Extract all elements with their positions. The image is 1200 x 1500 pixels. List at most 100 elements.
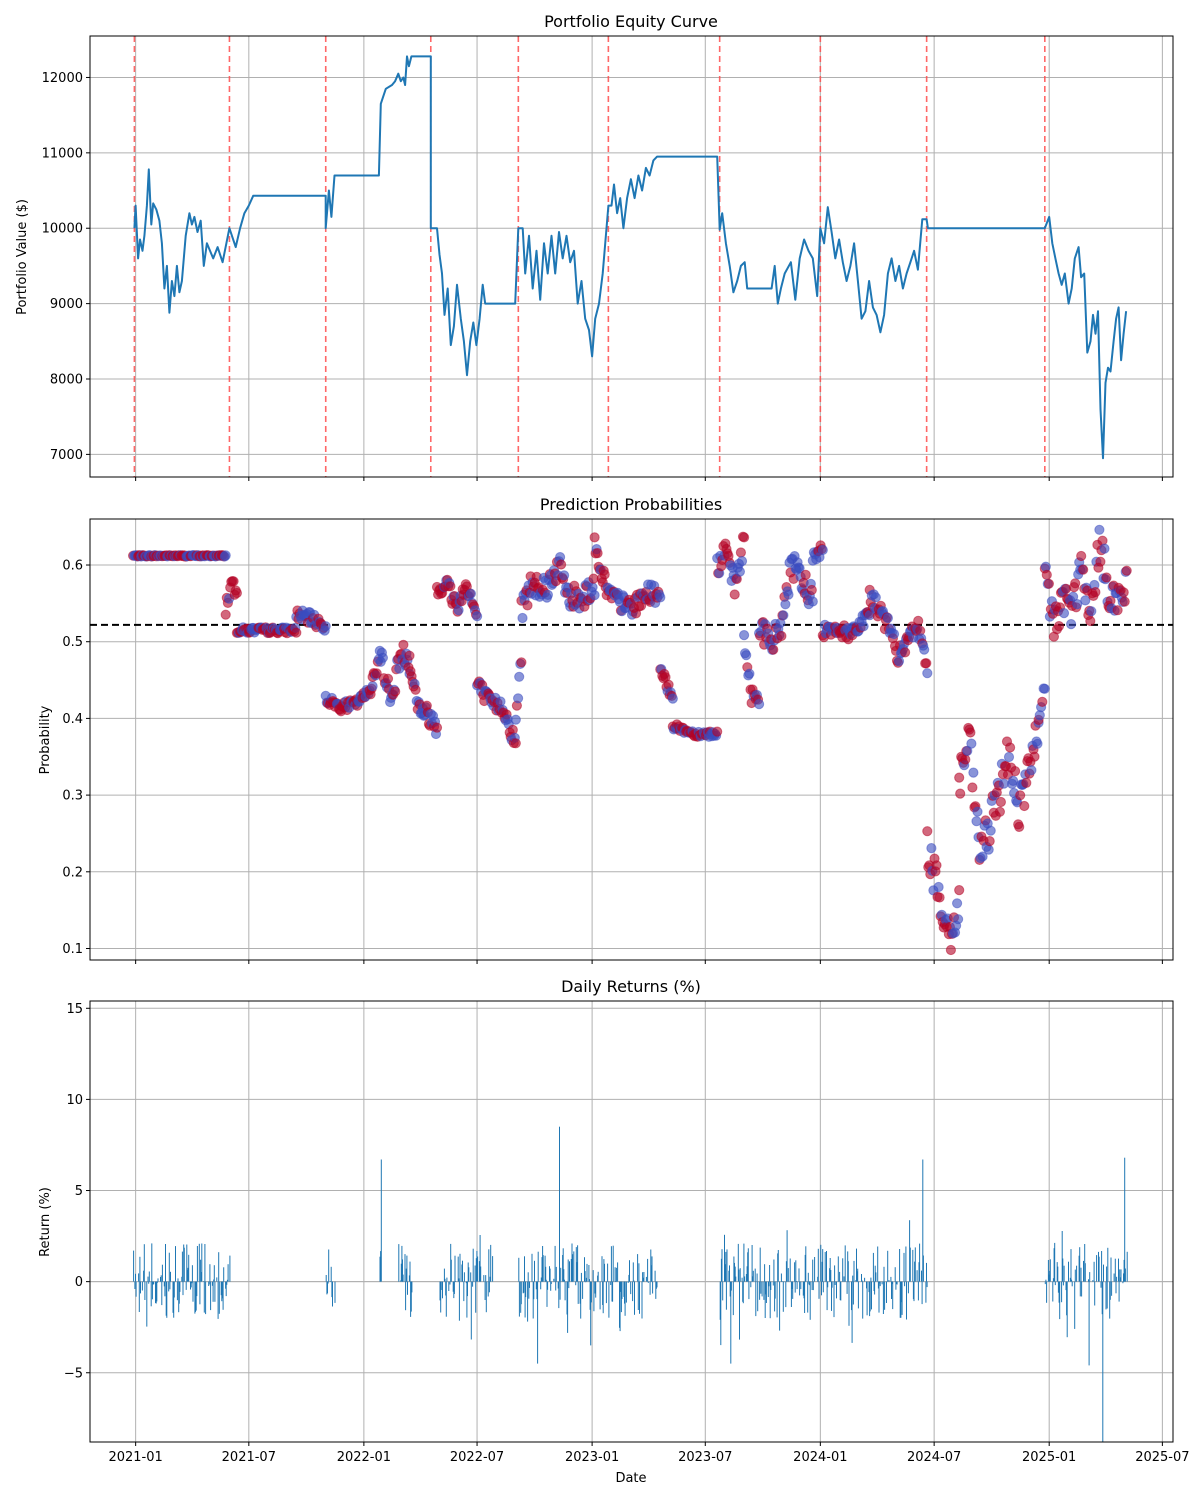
equity-series-line	[133, 55, 1128, 460]
return-bar	[721, 1249, 723, 1282]
return-bar	[448, 1281, 450, 1291]
return-bar	[785, 1281, 787, 1308]
return-bar	[1101, 1251, 1103, 1282]
return-bar	[452, 1281, 454, 1292]
probability-point	[1118, 587, 1129, 598]
return-bar	[204, 1244, 206, 1282]
return-bar	[655, 1281, 657, 1299]
probability-point	[592, 548, 603, 559]
probability-point	[735, 547, 747, 558]
return-bar	[1122, 1281, 1124, 1284]
probability-point	[516, 657, 527, 668]
return-bar	[546, 1281, 548, 1307]
return-bar	[808, 1281, 810, 1285]
return-bar	[405, 1268, 407, 1282]
probability-point	[953, 914, 964, 925]
probability-point	[599, 569, 610, 580]
return-bar	[857, 1268, 859, 1282]
return-bar	[163, 1281, 165, 1287]
probability-point	[465, 588, 476, 599]
return-bar	[896, 1281, 897, 1284]
return-bar	[620, 1281, 622, 1313]
return-bar	[1107, 1247, 1109, 1282]
return-bar	[1116, 1276, 1118, 1282]
return-bar	[593, 1281, 595, 1312]
return-bar	[1044, 1281, 1046, 1285]
return-bar	[183, 1244, 185, 1282]
return-bar	[143, 1270, 145, 1282]
return-bar	[870, 1277, 872, 1282]
return-bar	[151, 1243, 153, 1282]
return-bar	[191, 1265, 193, 1282]
return-bar	[877, 1281, 879, 1289]
probability-point	[367, 681, 378, 692]
return-bar	[729, 1265, 730, 1282]
probability-point	[780, 599, 791, 610]
return-bar	[525, 1281, 527, 1298]
return-bar	[490, 1244, 492, 1282]
return-bar	[774, 1281, 776, 1299]
return-bar	[169, 1281, 171, 1290]
return-bar	[165, 1281, 167, 1316]
return-bar	[148, 1281, 150, 1284]
probability-point	[977, 851, 988, 862]
return-bar	[527, 1272, 529, 1282]
return-bar	[624, 1281, 625, 1304]
return-bar	[1054, 1242, 1056, 1282]
return-bar	[729, 1281, 731, 1297]
return-bar	[730, 1281, 732, 1364]
return-bar	[213, 1265, 215, 1282]
return-bar	[655, 1281, 657, 1289]
return-bar	[757, 1281, 759, 1312]
return-bar	[472, 1281, 474, 1287]
return-bar	[821, 1261, 823, 1282]
return-bar	[405, 1281, 407, 1311]
return-bar	[326, 1281, 328, 1295]
return-bar	[857, 1281, 859, 1309]
return-bar	[768, 1281, 770, 1287]
return-bar	[527, 1281, 529, 1322]
return-bar	[779, 1281, 781, 1331]
return-bar	[568, 1281, 570, 1289]
return-bar	[584, 1257, 585, 1282]
return-bar	[579, 1281, 581, 1304]
return-bar	[1057, 1281, 1059, 1293]
return-bar	[744, 1276, 746, 1282]
return-bar	[887, 1250, 889, 1282]
return-bar	[864, 1277, 866, 1282]
return-bar	[467, 1262, 469, 1282]
return-bar	[446, 1277, 448, 1282]
probability-point	[228, 576, 239, 587]
return-bar	[799, 1281, 801, 1296]
return-bar	[533, 1281, 535, 1300]
return-bar	[440, 1281, 442, 1313]
return-bar	[178, 1281, 180, 1304]
y-tick-label: 10	[66, 1093, 83, 1108]
return-bar	[831, 1281, 832, 1311]
x-tick-label: 2024-07	[907, 1450, 961, 1465]
return-bar	[1118, 1281, 1120, 1302]
probability-point	[667, 693, 678, 704]
return-bar	[201, 1243, 203, 1282]
probability-point	[965, 727, 976, 738]
probability-point	[1003, 751, 1015, 763]
probability-point	[1086, 606, 1097, 617]
probability-point	[1066, 619, 1077, 630]
return-bar	[191, 1281, 193, 1284]
return-bar	[722, 1281, 724, 1301]
return-bar	[1046, 1281, 1048, 1303]
return-bar	[147, 1276, 149, 1282]
return-bar	[620, 1281, 622, 1292]
return-bar	[198, 1243, 200, 1282]
return-bar	[874, 1265, 876, 1282]
return-bar	[821, 1281, 822, 1296]
return-bar	[1066, 1281, 1068, 1338]
return-bar	[217, 1281, 219, 1319]
probability-point	[858, 621, 869, 632]
return-bar	[135, 1281, 137, 1297]
return-bar	[612, 1245, 614, 1282]
return-bar	[1120, 1269, 1122, 1282]
return-bar	[882, 1281, 884, 1314]
y-tick-label: 11000	[42, 146, 83, 161]
return-bar	[209, 1264, 211, 1282]
